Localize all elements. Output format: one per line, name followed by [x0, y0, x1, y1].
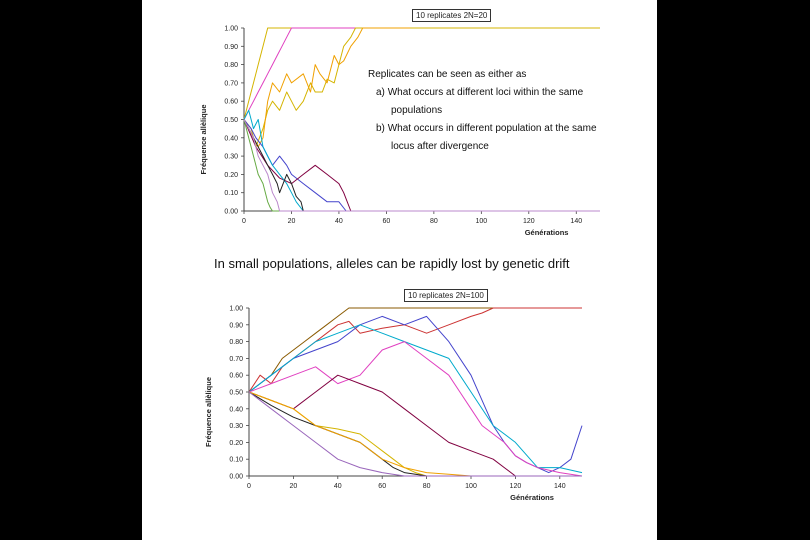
chart2-x-tick-label: 80 — [423, 483, 431, 490]
chart1-y-tick-label: 0.00 — [224, 209, 238, 216]
chart1-x-tick-label: 0 — [242, 218, 246, 225]
chart2-series-rep6 — [248, 374, 582, 477]
chart2-y-tick-label: 0.30 — [229, 423, 243, 430]
chart2-series-rep4 — [248, 324, 583, 474]
chart1-series-rep2 — [243, 27, 600, 120]
chart1-y-tick-label: 0.50 — [224, 117, 238, 124]
chart1-series-rep5 — [243, 119, 600, 212]
chart2-y-tick-label: 0.70 — [229, 356, 243, 363]
notes-item-b-cont: locus after divergence — [391, 141, 489, 152]
chart2-y-tick-label: 0.90 — [229, 322, 243, 329]
chart1-y-tick-label: 0.40 — [224, 135, 238, 142]
chart1-x-tick-label: 20 — [288, 218, 296, 225]
chart1-y-tick-label: 0.30 — [224, 154, 238, 161]
chart1-x-tick-label: 60 — [383, 218, 391, 225]
chart2-y-tick-label: 0.80 — [229, 339, 243, 346]
chart1-y-axis-label: Fréquence allèlique — [199, 104, 208, 174]
chart-2n20: 0.00 0.10 0.20 0.30 0.40 0.50 0.60 0.70 0.80 0.90… — [199, 26, 600, 237]
chart2-series-rep1 — [248, 307, 582, 393]
chart1-x-tick-label: 120 — [523, 218, 535, 225]
notes-item-b-marker: b) — [376, 123, 385, 134]
chart2-x-axis-label: Générations — [510, 493, 554, 502]
replicates-notes: Replicates can be seen as either as a) W… — [368, 66, 638, 156]
chart1-series-rep8 — [243, 119, 600, 212]
chart1-y-tick-label: 0.10 — [224, 190, 238, 197]
chart2-x-tick-label: 100 — [465, 483, 477, 490]
chart2-series-rep10 — [248, 391, 582, 477]
chart2-y-axis-label: Fréquence allèlique — [204, 377, 213, 447]
chart1-x-axis-label: Générations — [525, 228, 569, 237]
notes-intro: Replicates can be seen as either as — [368, 69, 527, 80]
chart1-series-rep10 — [243, 119, 600, 212]
chart2-x-tick-label: 20 — [290, 483, 298, 490]
caption: In small populations, alleles can be rap… — [214, 256, 570, 271]
chart1-y-tick-label: 0.80 — [224, 62, 238, 69]
chart2-title: 10 replicates 2N=100 — [404, 289, 488, 302]
chart2-y-tick-label: 0.60 — [229, 373, 243, 380]
chart1-y-tick-label: 0.60 — [224, 99, 238, 106]
chart2-y-tick-label: 0.20 — [229, 440, 243, 447]
chart1-x-tick-label: 140 — [570, 218, 582, 225]
notes-item-a-line1: What occurs at different loci within the… — [387, 87, 584, 98]
chart1-x-tick-label: 80 — [430, 218, 438, 225]
notes-item-a-cont: populations — [391, 105, 443, 116]
notes-item-b: b) What occurs in different population a… — [368, 120, 638, 138]
chart1-series-rep3 — [243, 27, 600, 148]
chart2-x-tick-label: 140 — [554, 483, 566, 490]
chart-2n100: 0.00 0.10 0.20 0.30 0.40 0.50 0.60 0.70 0.80 0.90… — [204, 306, 583, 502]
chart1-x-tick-label: 40 — [335, 218, 343, 225]
chart1-y-tick-label: 1.00 — [224, 26, 238, 33]
chart1-x-tick-label: 100 — [475, 218, 487, 225]
notes-item-b-line1: What occurs in different population at t… — [387, 123, 597, 134]
notes-item-a-marker: a) — [376, 87, 385, 98]
chart2-series-rep5 — [248, 341, 583, 477]
chart1-y-tick-label: 0.90 — [224, 44, 238, 51]
chart2-y-tick-label: 0.40 — [229, 406, 243, 413]
chart2-x-tick-label: 120 — [510, 483, 522, 490]
chart1-series-rep4 — [243, 27, 411, 148]
chart1-series-rep7 — [243, 109, 600, 212]
notes-item-a: a) What occurs at different loci within … — [368, 84, 638, 102]
chart1-title: 10 replicates 2N=20 — [412, 9, 492, 22]
chart1-series-rep9 — [243, 119, 600, 212]
chart2-x-tick-label: 60 — [378, 483, 386, 490]
chart2-y-tick-label: 0.00 — [229, 474, 243, 481]
chart1-y-tick-label: 0.70 — [224, 80, 238, 87]
chart2-y-tick-label: 0.50 — [229, 390, 243, 397]
slide: 0.00 0.10 0.20 0.30 0.40 0.50 0.60 0.70 0.80 0.90… — [142, 0, 657, 540]
chart2-y-tick-label: 1.00 — [229, 306, 243, 313]
chart1-y-tick-label: 0.20 — [224, 172, 238, 179]
chart2-series-rep3 — [248, 315, 583, 474]
chart2-x-tick-label: 0 — [247, 483, 251, 490]
chart2-x-tick-label: 40 — [334, 483, 342, 490]
chart2-y-tick-label: 0.10 — [229, 457, 243, 464]
